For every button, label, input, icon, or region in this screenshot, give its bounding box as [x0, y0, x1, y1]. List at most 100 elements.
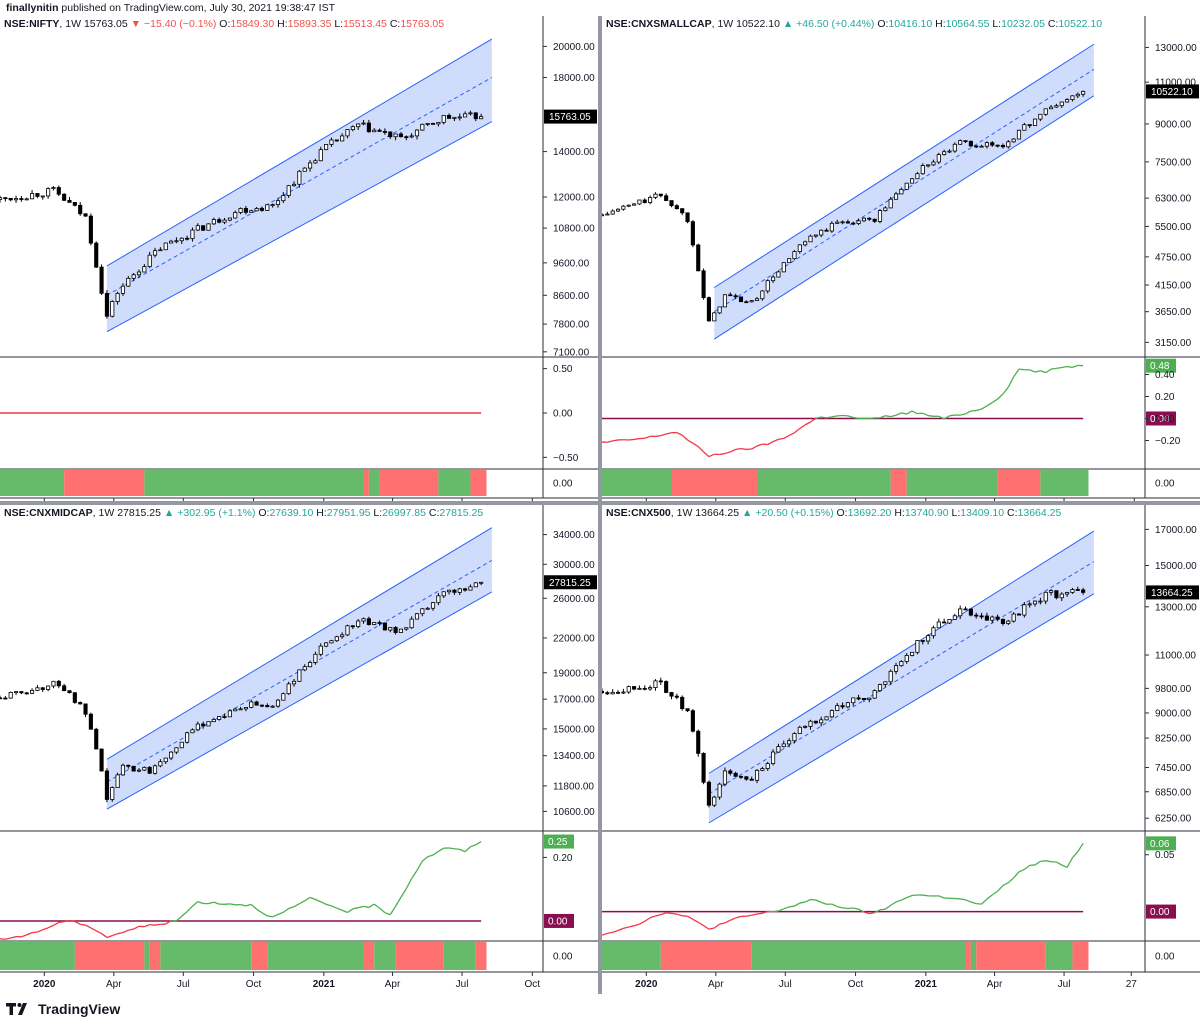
candle-body	[222, 219, 227, 223]
candle-body	[835, 221, 840, 224]
candle	[648, 685, 653, 691]
author-name[interactable]: finallynitin	[6, 2, 59, 14]
candle	[217, 217, 222, 224]
candle	[308, 660, 313, 668]
candle-body	[249, 210, 254, 213]
oscillator-segment	[869, 417, 875, 420]
candle	[1032, 600, 1038, 607]
oscillator-segment	[879, 908, 886, 911]
chart-canvas[interactable]: 17000.00 15000.00 13000.00 11000.00 9800.00 9…	[602, 505, 1200, 994]
candle-body	[685, 708, 690, 712]
candle	[1016, 129, 1022, 140]
chart-panel-nifty[interactable]: NSE:NIFTY, 1W 15763.05 ▼ −15.40 (−0.1%) …	[0, 16, 598, 501]
candle	[1022, 122, 1027, 131]
channel-lower-line	[708, 593, 1095, 824]
candle	[1011, 612, 1016, 623]
price-tick-label: 7800.00	[553, 320, 590, 331]
candle	[995, 614, 1000, 622]
candle	[233, 708, 238, 712]
chart-canvas[interactable]: 34000.00 30000.00 26000.00 22000.00 19000.00…	[0, 505, 598, 994]
oscillator-segment	[735, 915, 742, 919]
candle-body	[1059, 101, 1064, 107]
price-tick-label: 9000.00	[1155, 119, 1192, 130]
candle	[1022, 602, 1027, 618]
oscillator-segment	[986, 401, 993, 407]
candle-body	[222, 716, 227, 718]
symbol-name[interactable]: NSE:CNXSMALLCAP	[606, 18, 712, 30]
candle-body	[120, 285, 126, 294]
candle	[201, 721, 206, 729]
candle	[46, 187, 51, 199]
oscillator-segment	[315, 898, 322, 903]
brand-name[interactable]: TradingView	[38, 1001, 121, 1017]
oscillator-segment	[890, 901, 897, 906]
candle	[158, 247, 163, 252]
candle-body	[936, 154, 941, 163]
candle-body	[174, 747, 179, 753]
candle	[1016, 613, 1022, 616]
interval[interactable]: 1W	[98, 507, 115, 519]
interval[interactable]: 1W	[717, 18, 734, 30]
oscillator-segment	[858, 908, 865, 913]
oscillator-segment	[789, 905, 795, 908]
oscillator-segment	[607, 440, 613, 443]
candle	[19, 195, 24, 202]
interval[interactable]: 1W	[676, 507, 693, 519]
candle-body	[51, 187, 56, 190]
price-tick-label: 12000.00	[553, 193, 595, 204]
oscillator-segment	[1071, 851, 1079, 859]
symbol-name[interactable]: NSE:NIFTY	[4, 18, 60, 30]
interval[interactable]: 1W	[65, 18, 82, 30]
time-tick-label: Apr	[987, 979, 1003, 990]
chart-canvas[interactable]: 13000.00 11000.00 9000.00 7500.00 6300.00 550…	[602, 16, 1200, 501]
candle	[845, 701, 850, 709]
candle-body	[1006, 141, 1011, 148]
panel-divider-horizontal[interactable]	[0, 501, 1200, 505]
band-segment-red	[379, 470, 439, 496]
candle	[195, 223, 200, 231]
chart-canvas[interactable]: 20000.00 18000.00 14000.00 12000.00 10800.00…	[0, 16, 598, 501]
candle	[414, 613, 420, 620]
candle-body	[658, 193, 663, 197]
candle	[669, 692, 674, 700]
candle	[420, 123, 425, 131]
candle-body	[302, 666, 307, 671]
oscillator-segment	[1066, 857, 1074, 868]
candle-body	[0, 697, 3, 700]
oscillator-tick-label: 0.05	[1155, 850, 1175, 861]
candle	[674, 204, 679, 210]
candle	[867, 217, 872, 221]
candle-body	[626, 204, 631, 207]
candle-body	[388, 131, 393, 138]
candle	[56, 679, 61, 689]
price-tick-label: 13400.00	[553, 751, 595, 762]
candle-body	[797, 244, 802, 252]
symbol-name[interactable]: NSE:CNXMIDCAP	[4, 507, 93, 519]
candle	[62, 683, 67, 692]
chart-panel-smallcap[interactable]: NSE:CNXSMALLCAP, 1W 10522.10 ▲ +46.50 (+…	[602, 16, 1200, 501]
candle-body	[706, 297, 711, 322]
candle-body	[1027, 124, 1032, 127]
candle	[3, 696, 8, 700]
candle-body	[275, 699, 281, 707]
panel-divider-vertical[interactable]	[598, 16, 602, 994]
oscillator-segment	[965, 410, 972, 415]
symbol-name[interactable]: NSE:CNX500	[606, 507, 671, 519]
candle-body	[414, 613, 420, 620]
candle	[72, 692, 77, 704]
candle	[211, 717, 216, 723]
candle-body	[425, 607, 430, 610]
oscillator-segment	[740, 447, 747, 451]
oscillator-segment	[901, 897, 907, 901]
chart-panel-midcap[interactable]: NSE:CNXMIDCAP, 1W 27815.25 ▲ +302.95 (+1…	[0, 505, 598, 994]
candle	[62, 193, 67, 202]
candle	[479, 581, 484, 586]
tradingview-logo-icon[interactable]	[6, 1002, 32, 1016]
chart-panel-cnx500[interactable]: NSE:CNX500, 1W 13664.25 ▲ +20.50 (+0.15%…	[602, 505, 1200, 994]
candle	[963, 606, 968, 611]
candle-body	[669, 200, 674, 207]
band-segment-green	[267, 942, 364, 970]
candle	[382, 622, 387, 631]
oscillator-segment	[1034, 860, 1041, 866]
oscillator-segment	[895, 412, 902, 416]
